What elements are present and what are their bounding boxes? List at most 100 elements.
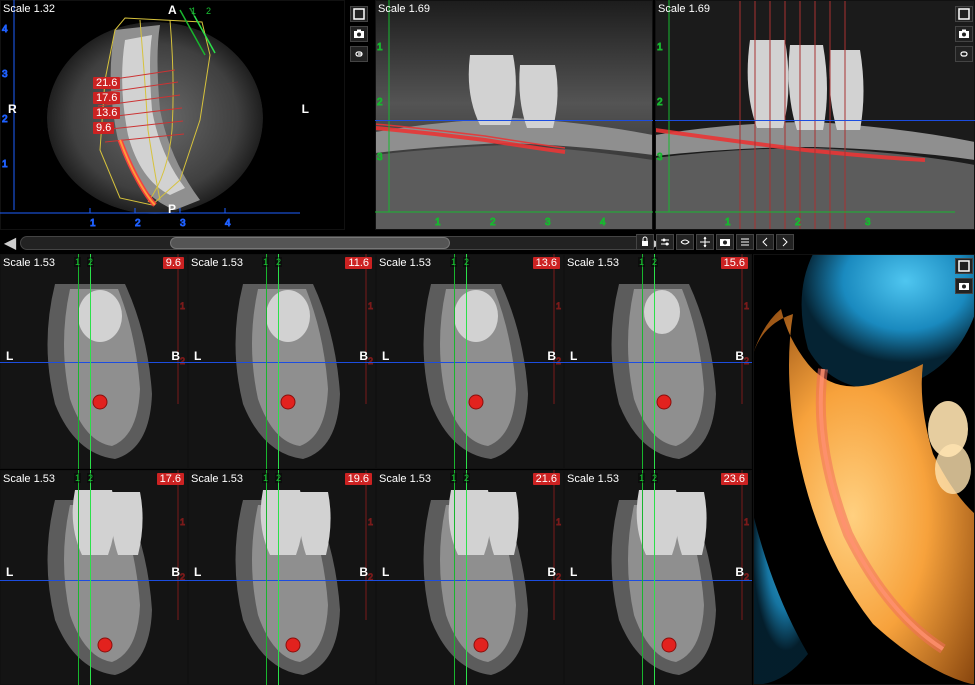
cross-green-1[interactable]: [266, 470, 267, 685]
cross-slice-line[interactable]: [564, 580, 752, 581]
next-button[interactable]: [776, 234, 794, 250]
cross-section-pane[interactable]: 1 2 Scale 1.53 17.6 L B 1 2 3: [0, 470, 188, 685]
maximize-button[interactable]: [350, 6, 368, 22]
axial-scale: Scale 1.32: [3, 3, 55, 15]
camera-button[interactable]: [955, 26, 973, 42]
cross-section-pane[interactable]: 1 2 Scale 1.53 23.6 L B 1 2 3: [564, 470, 752, 685]
cross-section-pane[interactable]: 1 2 Scale 1.53 15.6 L B 1 2 3: [564, 254, 752, 469]
cross-section-pane[interactable]: 1 2 Scale 1.53 19.6 L B 1 2 3: [188, 470, 376, 685]
tangential-pane[interactable]: Scale 1.69 123 123: [655, 0, 975, 230]
cross-green-label-2: 2: [87, 257, 94, 267]
maximize-button[interactable]: [955, 6, 973, 22]
axial-green-2: 2: [205, 6, 212, 16]
lock-icon: [639, 236, 651, 248]
cross-value-chip: 9.6: [163, 257, 184, 269]
cross-green-2[interactable]: [90, 254, 91, 469]
cross-green-2[interactable]: [654, 470, 655, 685]
cross-ct-content: [0, 470, 188, 685]
cross-green-label-2: 2: [651, 473, 658, 483]
prev-icon: [759, 236, 771, 248]
cross-green-1[interactable]: [642, 254, 643, 469]
cross-green-1[interactable]: [78, 470, 79, 685]
render3d-content: [753, 254, 975, 685]
cross-green-1[interactable]: [454, 254, 455, 469]
link-button[interactable]: [350, 46, 368, 62]
cross-scale: Scale 1.53: [3, 473, 55, 485]
cross-green-label-2: 2: [275, 257, 282, 267]
cross-slice-line[interactable]: [188, 362, 376, 363]
cross-green-label-2: 2: [463, 473, 470, 483]
cross-green-2[interactable]: [90, 470, 91, 685]
cross-scale: Scale 1.53: [567, 257, 619, 269]
next-icon: [779, 236, 791, 248]
cross-green-2[interactable]: [466, 470, 467, 685]
cross-green-label-2: 2: [87, 473, 94, 483]
cross-slice-line[interactable]: [0, 362, 188, 363]
axial-green-1: 1: [190, 6, 197, 16]
axial-ct-content: [0, 0, 345, 230]
pan-icon: [699, 236, 711, 248]
capture-button[interactable]: [716, 234, 734, 250]
mid-toolbar: [636, 234, 794, 250]
cross-section-pane[interactable]: 1 2 Scale 1.53 13.6 L B 1 2 3: [376, 254, 564, 469]
cross-green-1[interactable]: [642, 470, 643, 685]
render3d-toolbox: [955, 258, 973, 294]
cross-ct-content: [376, 470, 564, 685]
link-icon: [958, 48, 970, 60]
cross-green-label-1: 1: [74, 257, 81, 267]
cross-green-1[interactable]: [266, 254, 267, 469]
camera-icon: [958, 280, 970, 292]
cross-scale: Scale 1.53: [191, 473, 243, 485]
cross-scale: Scale 1.53: [379, 473, 431, 485]
cross-slice-line[interactable]: [188, 580, 376, 581]
render3d-pane[interactable]: [753, 254, 975, 685]
tangential-toolbox: [955, 6, 973, 62]
panoramic-slice-line[interactable]: [375, 120, 653, 121]
cross-green-label-2: 2: [275, 473, 282, 483]
tangential-ct-content: [655, 0, 975, 230]
cross-green-2[interactable]: [466, 254, 467, 469]
prev-button[interactable]: [756, 234, 774, 250]
cross-ct-content: [564, 470, 752, 685]
panoramic-pane[interactable]: Scale 1.69 123 1234: [375, 0, 653, 230]
cross-green-1[interactable]: [454, 470, 455, 685]
cross-green-label-1: 1: [262, 473, 269, 483]
cross-slice-line[interactable]: [376, 362, 564, 363]
link-button[interactable]: [955, 46, 973, 62]
cross-slice-line[interactable]: [376, 580, 564, 581]
cross-green-2[interactable]: [278, 470, 279, 685]
axial-pane[interactable]: A P R L 21.6 17.6 13.6 9.6 1 2 Scale 1.3…: [0, 0, 345, 230]
camera-icon: [719, 236, 731, 248]
scrollbar-thumb[interactable]: [170, 237, 450, 249]
list-icon: [739, 236, 751, 248]
cross-green-2[interactable]: [654, 254, 655, 469]
slice-scrollbar[interactable]: ◀ ▶: [20, 236, 645, 250]
cross-green-2[interactable]: [278, 254, 279, 469]
cross-green-label-1: 1: [450, 257, 457, 267]
cross-section-pane[interactable]: 1 2 Scale 1.53 9.6 L B 1 2 3: [0, 254, 188, 469]
tangential-slice-line[interactable]: [655, 120, 975, 121]
list-button[interactable]: [736, 234, 754, 250]
cross-slice-line[interactable]: [564, 362, 752, 363]
cross-green-label-1: 1: [638, 257, 645, 267]
camera-button[interactable]: [350, 26, 368, 42]
cross-scale: Scale 1.53: [379, 257, 431, 269]
maximize-button[interactable]: [955, 258, 973, 274]
slider-button[interactable]: [656, 234, 674, 250]
cross-value-chip: 13.6: [533, 257, 560, 269]
camera-button[interactable]: [955, 278, 973, 294]
scrollbar-left[interactable]: ◀: [2, 236, 18, 250]
cross-scale: Scale 1.53: [191, 257, 243, 269]
cross-ct-content: [188, 470, 376, 685]
cross-slice-line[interactable]: [0, 580, 188, 581]
pan-button[interactable]: [696, 234, 714, 250]
lock-button[interactable]: [636, 234, 654, 250]
cross-button[interactable]: [676, 234, 694, 250]
maximize-icon: [958, 8, 970, 20]
cross-green-1[interactable]: [78, 254, 79, 469]
camera-icon: [353, 28, 365, 40]
panoramic-ct-content: [375, 0, 653, 230]
cross-section-pane[interactable]: 1 2 Scale 1.53 21.6 L B 1 2 3: [376, 470, 564, 685]
cross-section-pane[interactable]: 1 2 Scale 1.53 11.6 L B 1 2 3: [188, 254, 376, 469]
cross-value-chip: 23.6: [721, 473, 748, 485]
